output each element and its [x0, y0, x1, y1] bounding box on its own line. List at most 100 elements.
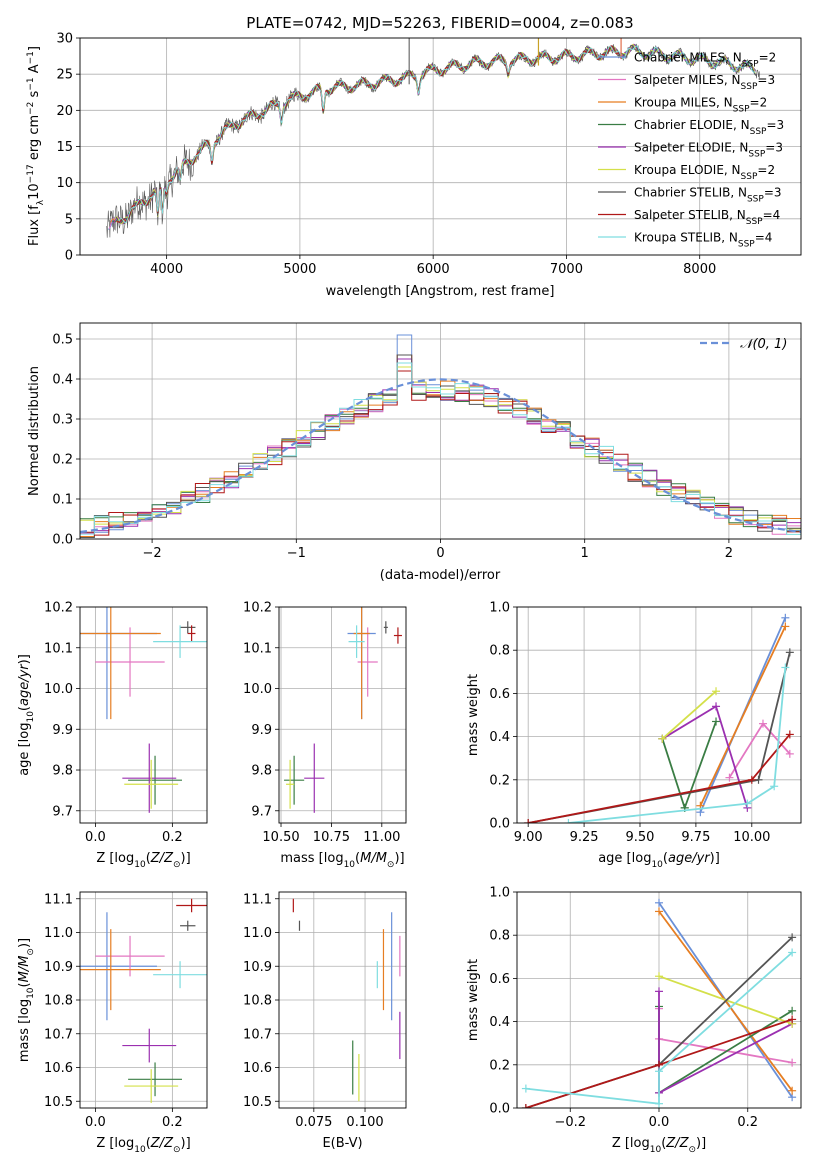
y-tick-label: 0.0 — [489, 1102, 510, 1117]
errorbar-point — [95, 627, 165, 697]
legend-label: Kroupa ELODIE, NSSP=2 — [634, 163, 775, 182]
errorbar-point — [122, 743, 177, 813]
y-tick-label: 10.5 — [44, 1095, 73, 1110]
x-tick-label: 8000 — [683, 262, 716, 277]
y-tick-label: 25 — [56, 68, 73, 83]
normal-curve — [80, 378, 801, 534]
errorbar-point — [176, 898, 207, 913]
axes-z-age: 0.0 0.2 9.7 9.8 9.9 10.0 10.1 10.2 — [44, 601, 208, 845]
weight-series — [655, 1002, 797, 1097]
weight-line — [568, 667, 787, 823]
y-tick-label: 9.9 — [251, 723, 272, 738]
errorbar-point — [128, 1062, 182, 1097]
x-axis-label: (data-model)/error — [380, 568, 501, 583]
spectrum-legend: Chabrier MILES, NSSP=2 Salpeter MILES, NS… — [598, 51, 784, 250]
x-tick-label: 0 — [436, 546, 444, 561]
x-tick-label: −1 — [287, 546, 306, 561]
errorbar-point — [348, 625, 365, 658]
residual-histogram — [80, 362, 801, 539]
x-axis-label: E(B-V) — [322, 1136, 362, 1151]
y-tick-label: 0.0 — [489, 817, 510, 832]
axes-frame — [79, 37, 802, 256]
x-axis-label: age [log10(age/yr)] — [598, 851, 720, 870]
x-tick-label: 0.075 — [295, 1115, 332, 1130]
y-tick-label: 10.6 — [243, 1061, 272, 1076]
errorbar-point — [383, 621, 388, 634]
axes-weight-z: −0.2 0.0 0.2 0.0 0.2 0.4 0.6 0.8 1.0 — [489, 886, 802, 1130]
errorbar-point — [304, 743, 325, 813]
legend-label: Chabrier ELODIE, NSSP=3 — [634, 118, 784, 137]
x-tick-label: 0.0 — [85, 830, 106, 845]
y-axis-label: mass [log10(M/M⊙)] — [17, 938, 36, 1062]
y-tick-label: 10.0 — [243, 682, 272, 697]
y-tick-label: 0.4 — [489, 730, 510, 745]
x-tick-label: 9.50 — [626, 830, 655, 845]
y-axis-label: Flux [fλ10−17 erg cm−2 s−1 A−1] — [26, 46, 46, 246]
weight-line — [528, 733, 791, 823]
y-tick-label: 11.0 — [243, 926, 272, 941]
errorbar-point — [393, 627, 402, 644]
histogram-legend: 𝒩(0, 1) — [700, 337, 787, 352]
y-tick-label: 9.8 — [251, 764, 272, 779]
y-tick-label: 0.2 — [489, 773, 510, 788]
errorbar-point — [122, 1028, 177, 1063]
y-axis-label: Normed distribution — [27, 366, 42, 496]
weight-line — [661, 705, 749, 809]
y-tick-label: 10.7 — [243, 1027, 272, 1042]
x-tick-label: 0.2 — [162, 830, 183, 845]
y-tick-label: 11.1 — [44, 892, 73, 907]
x-axis-label: mass [log10(M/M⊙)] — [280, 851, 404, 870]
plot-area-z-mass — [80, 898, 207, 1103]
x-tick-label: 10.50 — [262, 830, 299, 845]
model-spectrum — [118, 45, 756, 224]
errorbar-point — [80, 929, 161, 1011]
y-tick-label: 1.0 — [489, 886, 510, 901]
weight-line — [699, 626, 787, 807]
y-tick-label: 0.4 — [489, 1015, 510, 1030]
x-tick-label: 0.2 — [737, 1115, 758, 1130]
chart-title: PLATE=0742, MJD=52263, FIBERID=0004, z=0… — [246, 14, 633, 32]
x-tick-label: 10.00 — [733, 830, 770, 845]
axes-z-mass: 0.0 0.2 10.5 10.6 10.7 10.8 10.9 11.0 11.1 — [44, 891, 208, 1130]
errorbar-point — [284, 755, 305, 805]
plot-area-weight-z — [521, 898, 797, 1108]
axes-frame — [516, 891, 802, 1109]
y-tick-label: 30 — [56, 32, 73, 47]
y-tick-label: 0.8 — [489, 644, 510, 659]
y-tick-label: 10.9 — [243, 960, 272, 975]
y-tick-label: 0.4 — [52, 373, 73, 388]
y-tick-label: 1.0 — [489, 601, 510, 616]
y-axis-label: mass weight — [466, 674, 481, 756]
x-tick-label: 9.25 — [570, 830, 599, 845]
plot-area-residuals — [80, 334, 801, 539]
y-tick-label: 9.8 — [52, 764, 73, 779]
x-tick-label: 6000 — [417, 262, 450, 277]
x-tick-label: −2 — [143, 546, 162, 561]
y-tick-label: 0 — [65, 249, 73, 264]
x-tick-label: 9.75 — [681, 830, 710, 845]
errorbar-point — [124, 1069, 179, 1103]
axes-frame — [516, 606, 802, 824]
y-tick-label: 10.6 — [44, 1061, 73, 1076]
errorbar-point — [153, 961, 207, 989]
axes-ebv-mass: 0.075 0.100 10.5 10.6 10.7 10.8 10.9 11.0 11.1 — [243, 891, 407, 1130]
x-axis-label: Z [log10(Z/Z⊙)] — [612, 1136, 706, 1155]
y-axis-label: age [log10(age/yr)] — [17, 654, 36, 776]
errorbar-point — [153, 625, 207, 658]
errorbar-point — [80, 912, 157, 1021]
errorbar-point — [80, 607, 161, 720]
y-tick-label: 5 — [65, 212, 73, 227]
weight-line — [525, 951, 793, 1105]
plot-area-z-age — [80, 607, 207, 813]
axes-frame — [79, 606, 208, 824]
weight-line — [661, 690, 717, 740]
plot-area-spectrum — [106, 38, 760, 238]
x-tick-label: 0.0 — [85, 1115, 106, 1130]
x-tick-label: 5000 — [283, 262, 316, 277]
legend-label: Kroupa STELIB, NSSP=4 — [634, 231, 772, 250]
y-tick-label: 10.2 — [44, 601, 73, 616]
legend-label: Salpeter MILES, NSSP=3 — [634, 73, 775, 92]
errorbar-point — [180, 920, 196, 931]
y-tick-label: 10.1 — [44, 641, 73, 656]
y-axis-label: mass weight — [466, 959, 481, 1041]
